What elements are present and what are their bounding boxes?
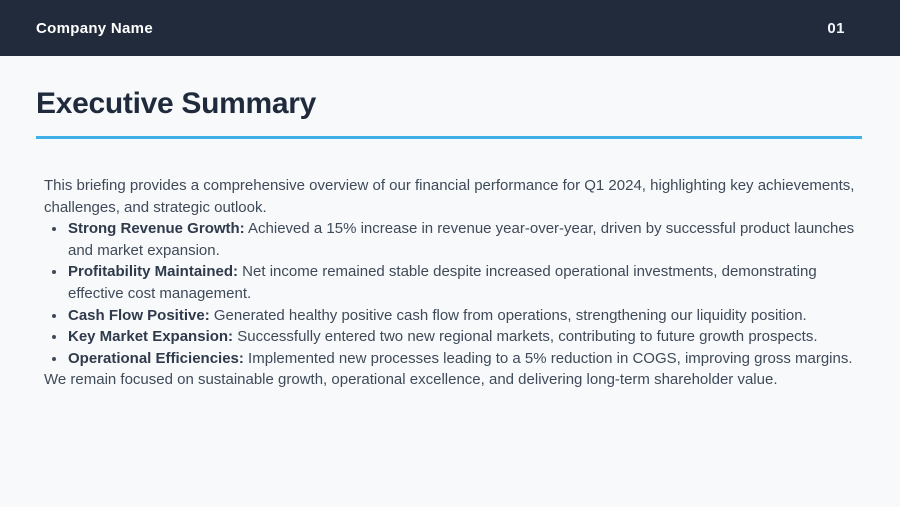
page-number: 01 <box>827 19 845 37</box>
bullet-label: Operational Efficiencies: <box>68 349 244 367</box>
bullet-text: Generated healthy positive cash flow fro… <box>209 306 807 324</box>
summary-content: This briefing provides a comprehensive o… <box>44 175 862 391</box>
intro-paragraph: This briefing provides a comprehensive o… <box>44 177 855 216</box>
list-item: Strong Revenue Growth: Achieved a 15% in… <box>67 218 862 261</box>
outro-paragraph: We remain focused on sustainable growth,… <box>44 371 778 389</box>
bullet-text: Net income remained stable despite incre… <box>68 263 817 302</box>
page-title: Executive Summary <box>36 87 317 120</box>
bullet-text: Implemented new processes leading to a 5… <box>243 349 853 367</box>
bullet-label: Profitability Maintained: <box>68 263 239 281</box>
bullet-text: Successfully entered two new regional ma… <box>233 328 818 346</box>
bullet-text: Achieved a 15% increase in revenue year-… <box>68 220 855 259</box>
list-item: Cash Flow Positive: Generated healthy po… <box>67 305 862 327</box>
list-item: Profitability Maintained: Net income rem… <box>67 261 862 304</box>
bullet-label: Strong Revenue Growth: <box>68 220 245 238</box>
list-item: Operational Efficiencies: Implemented ne… <box>67 348 862 370</box>
title-underline <box>36 136 862 139</box>
header-bar: Company Name 01 <box>0 0 900 56</box>
key-points-list: Strong Revenue Growth: Achieved a 15% in… <box>44 218 862 369</box>
list-item: Key Market Expansion: Successfully enter… <box>67 326 862 348</box>
bullet-label: Cash Flow Positive: <box>68 306 210 324</box>
bullet-label: Key Market Expansion: <box>68 328 234 346</box>
company-name: Company Name <box>36 19 153 37</box>
slide-body: Executive Summary This briefing provides… <box>0 56 900 391</box>
